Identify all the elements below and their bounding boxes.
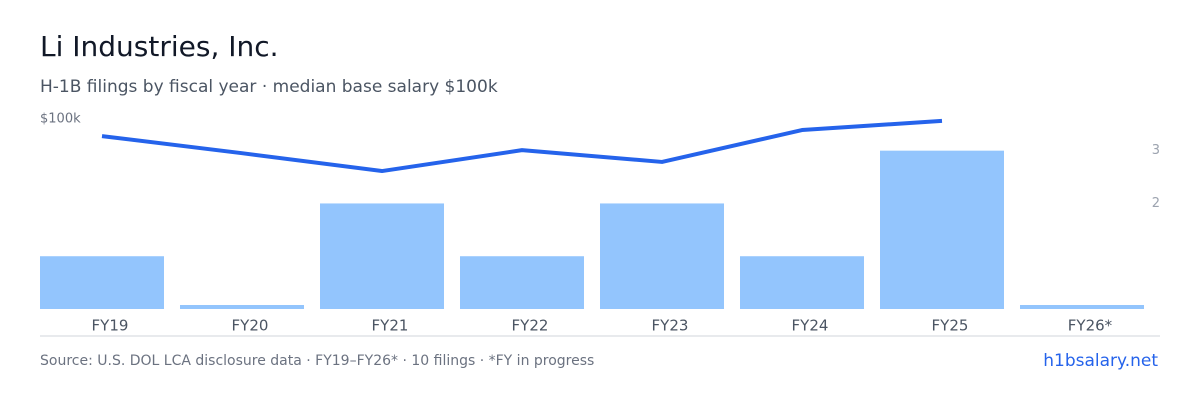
chart-title: Li Industries, Inc. [40, 30, 279, 63]
y2-tick-label: 3 [1152, 143, 1160, 158]
bar [180, 305, 304, 309]
x-tick-label: FY19 [92, 317, 129, 335]
bar [740, 256, 864, 309]
y2-tick-label: 2 [1152, 196, 1160, 211]
x-tick-label: FY25 [932, 317, 969, 335]
x-tick-label: FY23 [652, 317, 689, 335]
bar [1020, 305, 1144, 309]
brand-link[interactable]: h1bsalary.net [1043, 351, 1158, 371]
bar [40, 256, 164, 309]
y-tick-label: $100k [40, 112, 81, 127]
source-note: Source: U.S. DOL LCA disclosure data · F… [40, 353, 594, 369]
x-tick-label: FY22 [512, 317, 549, 335]
bar [460, 256, 584, 309]
x-tick-label: FY26* [1068, 317, 1113, 335]
bar [600, 203, 724, 309]
x-tick-label: FY21 [372, 317, 409, 335]
x-tick-label: FY20 [232, 317, 269, 335]
bar [320, 203, 444, 309]
chart-subtitle: H-1B filings by fiscal year · median bas… [40, 77, 498, 97]
x-tick-label: FY24 [792, 317, 829, 335]
salary-line [101, 118, 943, 174]
bar [880, 150, 1004, 309]
